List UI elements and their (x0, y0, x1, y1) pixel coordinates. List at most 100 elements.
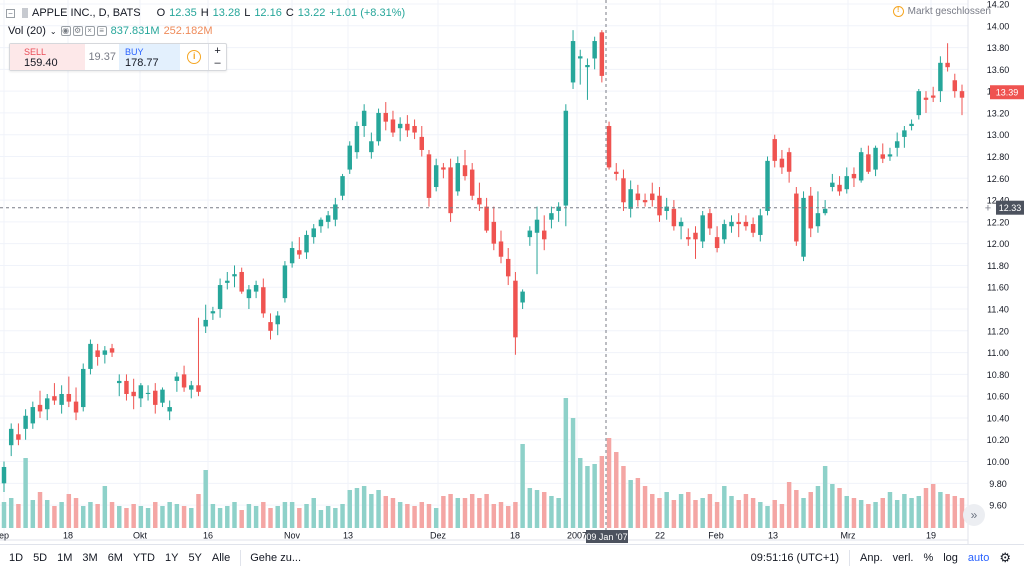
double-chevron-right-icon[interactable]: » (963, 504, 985, 526)
candle-body (217, 285, 223, 310)
chevron-down-icon[interactable]: ⌄ (49, 26, 57, 36)
buy-button[interactable]: BUY 178.77 (119, 44, 181, 70)
candle-body (556, 206, 561, 211)
last-price-tag (990, 85, 1024, 100)
volume-bar (433, 508, 439, 528)
extended-toggle[interactable]: verl. (892, 552, 914, 564)
candle-body (304, 234, 309, 253)
plus-button[interactable]: + (214, 45, 221, 57)
volume-bar (95, 504, 100, 528)
volume-bar (873, 502, 878, 528)
more-icon[interactable]: ≡ (96, 26, 107, 36)
candle-body (549, 213, 554, 220)
volume-bar (426, 504, 432, 528)
minus-button[interactable]: – (214, 57, 221, 69)
eye-icon[interactable]: ◉ (60, 26, 71, 36)
candle-body (909, 123, 914, 127)
clock-time[interactable]: 09:51:16 (UTC+1) (750, 552, 840, 564)
range-1y[interactable]: 1Y (164, 552, 179, 564)
gear-icon[interactable]: ⚙ (999, 550, 1011, 565)
volume-bar (779, 504, 785, 528)
price-chart[interactable]: 14.2014.0013.8013.6013.4013.2013.0012.80… (0, 0, 1024, 544)
candle-body (758, 215, 763, 235)
volume-bar (405, 504, 410, 528)
volume-bar (635, 478, 641, 528)
candle-body (340, 176, 345, 196)
high-value: 13.28 (212, 7, 241, 19)
range-all[interactable]: Alle (211, 552, 231, 564)
candle-body (801, 197, 806, 257)
time-tick-label: Feb (708, 530, 724, 540)
range-3m[interactable]: 3M (82, 552, 98, 564)
candle-body (534, 219, 540, 233)
candle-body (225, 280, 230, 283)
candle-body (592, 41, 597, 59)
high-label: H (200, 7, 209, 19)
close-icon[interactable]: × (84, 26, 95, 36)
open-value: 12.35 (169, 7, 197, 19)
range-6m[interactable]: 6M (107, 552, 123, 564)
range-1m[interactable]: 1M (57, 552, 73, 564)
sell-label: SELL (24, 47, 47, 57)
goto-button[interactable]: Gehe zu... (250, 552, 302, 564)
volume-bar (714, 502, 720, 528)
log-toggle[interactable]: log (943, 552, 958, 564)
candle-body (369, 141, 374, 153)
candle-body (59, 393, 64, 405)
volume-bar (606, 438, 612, 528)
sell-button[interactable]: SELL 159.40 (10, 44, 86, 70)
auto-toggle[interactable]: auto (967, 552, 990, 564)
volume-bar (830, 484, 835, 528)
range-ytd[interactable]: YTD (132, 552, 155, 564)
volume-label[interactable]: Vol (20) (8, 25, 46, 37)
volume-bar (138, 506, 144, 528)
percent-toggle[interactable]: % (923, 552, 934, 564)
candle-body (930, 95, 936, 98)
candle-body (851, 173, 857, 179)
candle-body (174, 376, 180, 381)
trade-info-button[interactable]: i (180, 44, 208, 70)
open-label: O (156, 7, 166, 19)
volume-bar (549, 496, 554, 528)
time-tick-label: 22 (655, 530, 665, 540)
volume-bar (311, 498, 316, 528)
time-tick-label: Dez (430, 530, 447, 540)
adjust-toggle[interactable]: Anp. (860, 552, 883, 564)
symbol-title[interactable]: APPLE INC., D, BATS (32, 7, 141, 19)
buy-label: BUY (125, 47, 144, 57)
volume-bar (902, 494, 907, 528)
range-5y[interactable]: 5Y (188, 552, 202, 564)
candle-body (750, 224, 756, 233)
time-tick-label: Nov (284, 530, 301, 540)
candle-body (95, 350, 100, 357)
volume-bar (289, 502, 295, 528)
candle-body (275, 315, 280, 325)
candle-body (707, 213, 713, 229)
price-tick-label: 13.80 (987, 43, 1010, 53)
candle-body (578, 56, 583, 59)
collapse-icon[interactable]: − (6, 8, 15, 18)
candle-body (282, 265, 288, 299)
range-1d[interactable]: 1D (9, 552, 24, 564)
market-status-text: Markt geschlossen (907, 6, 991, 17)
volume-bar (722, 486, 727, 528)
candle-body (138, 385, 144, 399)
volume-bar (952, 496, 958, 528)
candle-body (894, 141, 900, 148)
market-status: ! Markt geschlossen (892, 6, 991, 17)
time-tick-label: 2007 (567, 530, 587, 540)
crosshair-plus-icon[interactable]: + (985, 203, 991, 215)
settings-icon[interactable]: ⚙ (72, 26, 83, 36)
volume-bar (614, 452, 619, 528)
volume-bar (786, 482, 792, 528)
candle-body (686, 237, 691, 240)
volume-bar (505, 506, 511, 528)
volume-bar (369, 494, 374, 528)
candle-body (808, 195, 813, 229)
candle-body (498, 241, 504, 257)
candle-body (203, 319, 208, 327)
range-5d[interactable]: 5D (33, 552, 48, 564)
volume-bar (700, 498, 705, 528)
volume-bar (469, 494, 475, 528)
volume-bar (383, 496, 388, 528)
